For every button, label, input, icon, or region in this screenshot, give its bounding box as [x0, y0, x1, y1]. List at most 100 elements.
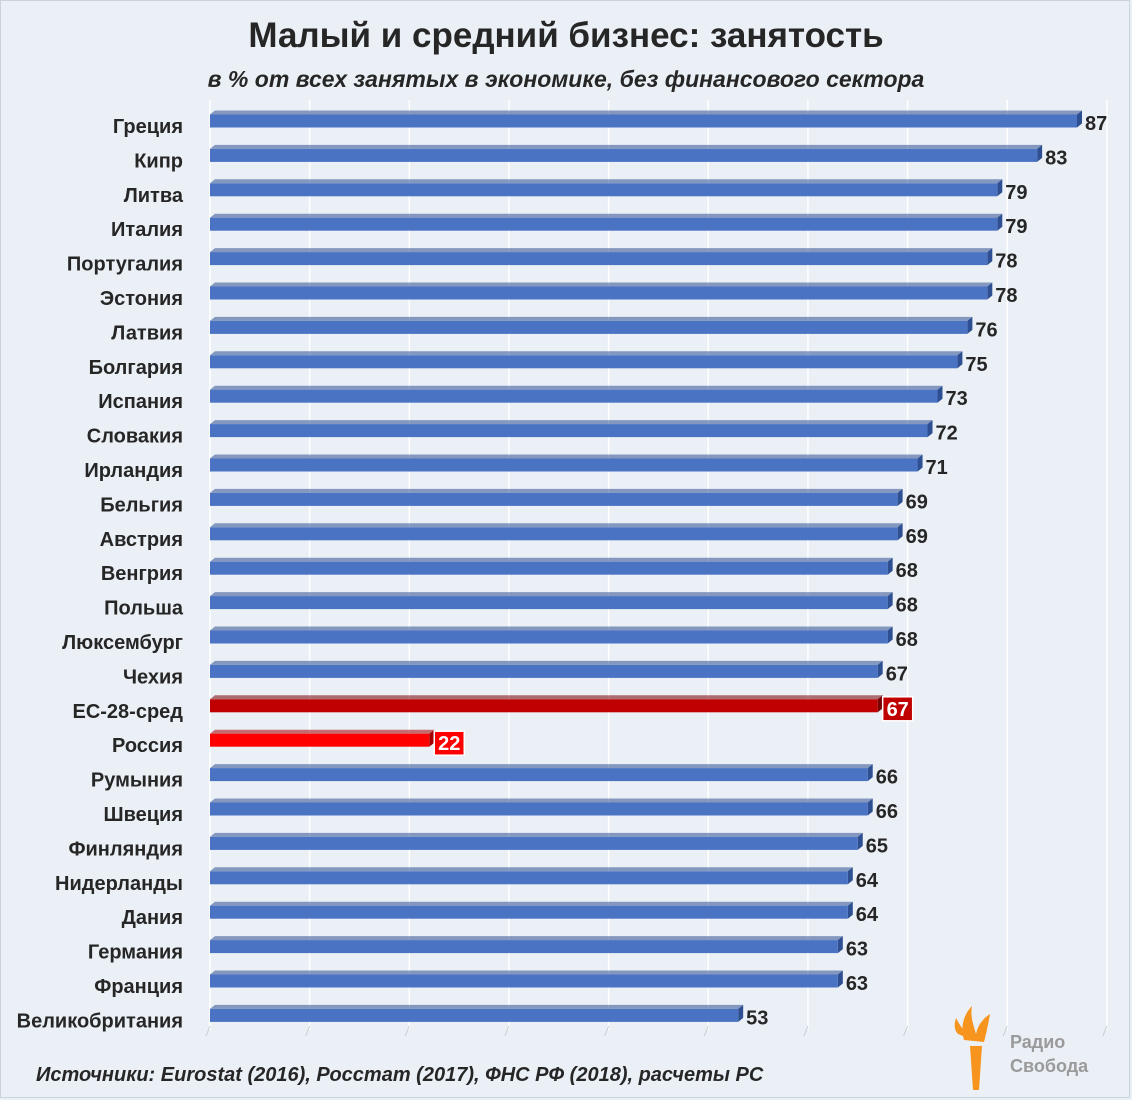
value-label: 79	[1005, 182, 1027, 204]
bar	[210, 1008, 739, 1022]
category-label: Испания	[98, 391, 183, 413]
bar-top	[210, 213, 1003, 218]
grid-tick	[803, 1025, 809, 1037]
value-label-box	[881, 696, 914, 722]
bar-side	[897, 488, 903, 506]
bar-side	[887, 557, 893, 575]
bar	[210, 424, 928, 438]
bar-top	[210, 110, 1082, 115]
value-label: 87	[1085, 113, 1107, 135]
value-label: 68	[896, 560, 918, 582]
bar	[210, 527, 898, 541]
category-label: Бельгия	[100, 494, 183, 516]
bar	[210, 974, 838, 988]
bar-side	[897, 523, 903, 541]
grid-tick	[1102, 1025, 1108, 1037]
bar-side	[887, 626, 893, 644]
value-label: 78	[995, 285, 1017, 307]
value-label: 67	[886, 663, 908, 685]
bar	[210, 217, 998, 231]
category-label: Нидерланды	[55, 873, 183, 895]
bar-top	[210, 936, 843, 941]
category-label: Венгрия	[101, 563, 183, 585]
value-label: 68	[896, 629, 918, 651]
bar	[210, 630, 888, 644]
bar-side	[937, 385, 943, 403]
category-label: Румыния	[91, 770, 183, 792]
bar-side	[1037, 144, 1043, 162]
category-label: Португалия	[67, 254, 183, 276]
bar	[210, 940, 838, 954]
bar-top	[210, 764, 873, 769]
category-label: Ирландия	[84, 460, 183, 482]
category-label: Кипр	[134, 150, 183, 172]
bar-top	[210, 592, 893, 597]
bar-side	[847, 867, 853, 885]
bar	[210, 664, 878, 678]
bar-top	[210, 798, 873, 803]
category-label: Чехия	[123, 666, 183, 688]
bar	[210, 596, 888, 610]
bar-top	[210, 248, 993, 253]
bar	[210, 355, 958, 369]
bar-side	[1077, 110, 1082, 128]
value-label-box	[433, 730, 465, 756]
value-label: 67	[887, 699, 909, 721]
bar-side	[917, 454, 923, 472]
bar	[210, 389, 938, 403]
bar	[210, 561, 888, 575]
grid-tick	[703, 1025, 709, 1037]
bar-top	[210, 970, 843, 975]
value-label: 64	[856, 904, 879, 926]
bar-side	[837, 936, 843, 954]
bar-side	[927, 420, 933, 438]
bar-top	[210, 420, 933, 425]
value-label: 69	[906, 491, 928, 513]
grid-tick	[604, 1025, 610, 1037]
value-label: 53	[746, 1007, 768, 1029]
bar	[210, 905, 848, 919]
bar-side	[877, 695, 883, 713]
bar-top	[210, 454, 923, 459]
category-label: Болгария	[89, 357, 183, 379]
bar-side	[997, 179, 1003, 197]
bar-side	[857, 832, 863, 850]
bar-top	[210, 695, 883, 700]
category-label: Люксембург	[62, 632, 183, 654]
radio-svoboda-logo	[954, 1006, 990, 1090]
value-label: 63	[846, 939, 868, 961]
category-label: Словакия	[87, 426, 183, 448]
chart-subtitle: в % от всех занятых в экономике, без фин…	[207, 66, 925, 92]
bar	[210, 114, 1077, 128]
grid-tick	[205, 1025, 211, 1037]
bar-top	[210, 626, 893, 631]
bar	[210, 733, 430, 747]
bar-top	[210, 488, 903, 493]
bar-top	[210, 523, 903, 528]
grid-tick	[1002, 1025, 1008, 1037]
bar-top	[210, 282, 993, 287]
bar	[210, 183, 998, 197]
category-label: Греция	[113, 116, 183, 138]
bar-side	[957, 351, 963, 369]
category-label: Германия	[88, 942, 183, 964]
bar-side	[887, 592, 893, 610]
logo-line-2: Свобода	[1010, 1056, 1089, 1076]
bar-side	[997, 213, 1003, 231]
value-label: 66	[876, 801, 898, 823]
category-label: Эстония	[100, 288, 183, 310]
bar-side	[967, 316, 973, 334]
chart-title: Малый и средний бизнес: занятость	[248, 16, 884, 55]
category-label: Россия	[112, 735, 183, 757]
category-label: Финляндия	[68, 838, 183, 860]
bar-top	[210, 901, 853, 906]
category-label: Италия	[111, 219, 183, 241]
bar-top	[210, 1004, 744, 1009]
bar-chart: Греция 87 Кипр 83 Литва 79 Италия 79 Португалия 7…	[17, 100, 1108, 1037]
value-label: 68	[896, 595, 918, 617]
bar	[210, 836, 858, 850]
value-label: 69	[906, 526, 928, 548]
category-label: Швеция	[103, 804, 183, 826]
bar	[210, 252, 988, 266]
category-label: Франция	[94, 976, 183, 998]
